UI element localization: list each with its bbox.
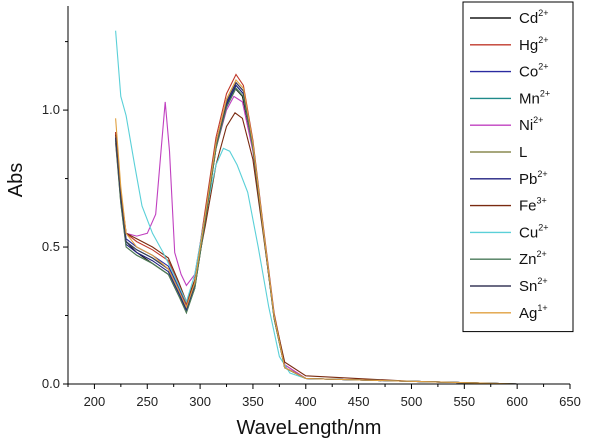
series-line-co	[115, 81, 518, 385]
legend-charge: 2+	[538, 222, 548, 232]
series-line-pb	[115, 84, 518, 385]
legend-charge: 2+	[540, 88, 550, 98]
series-line-zn	[115, 87, 518, 385]
y-tick-label: 1.0	[42, 102, 60, 117]
y-tick-label: 0.0	[42, 376, 60, 391]
legend-charge: 2+	[538, 8, 548, 18]
series-line-l	[115, 87, 518, 385]
legend-charge: 2+	[537, 169, 547, 179]
legend-charge: 3+	[537, 196, 547, 206]
series-line-cd	[115, 87, 518, 385]
legend-label-l: L	[519, 144, 527, 161]
legend-charge: 1+	[537, 303, 547, 313]
x-axis-title: WaveLength/nm	[237, 417, 382, 439]
x-tick-label: 600	[506, 394, 528, 409]
x-tick-label: 250	[136, 394, 158, 409]
x-tick-label: 500	[401, 394, 423, 409]
series-line-ni	[115, 95, 518, 385]
legend-charge: 2+	[537, 276, 547, 286]
x-tick-label: 650	[559, 394, 581, 409]
axes-layer: 200 250 300 350 400 450 500 550 600 650 0.0 0.5 1.0	[42, 6, 581, 409]
x-tick-label: 300	[189, 394, 211, 409]
y-axis-title: Abs	[5, 163, 27, 197]
series-layer	[115, 30, 518, 385]
series-line-sn	[115, 81, 518, 385]
legend-charge: 2+	[537, 249, 547, 259]
x-tick-label: 550	[453, 394, 475, 409]
series-line-cu	[115, 30, 518, 385]
series-line-fe	[115, 112, 518, 385]
x-tick-label: 200	[84, 394, 106, 409]
series-line-hg	[115, 73, 518, 385]
legend-box	[462, 1, 574, 333]
legend: Cd2+Hg2+Co2+Mn2+Ni2+LPb2+Fe3+Cu2+Zn2+Sn2…	[462, 1, 574, 333]
legend-charge: 2+	[533, 115, 543, 125]
x-tick-label: 450	[348, 394, 370, 409]
x-tick-label: 400	[295, 394, 317, 409]
y-tick-label: 0.5	[42, 239, 60, 254]
x-tick-label: 350	[242, 394, 264, 409]
series-line-mn	[115, 84, 518, 385]
legend-charge: 2+	[538, 62, 548, 72]
series-line-ag	[115, 79, 518, 385]
legend-charge: 2+	[538, 35, 548, 45]
